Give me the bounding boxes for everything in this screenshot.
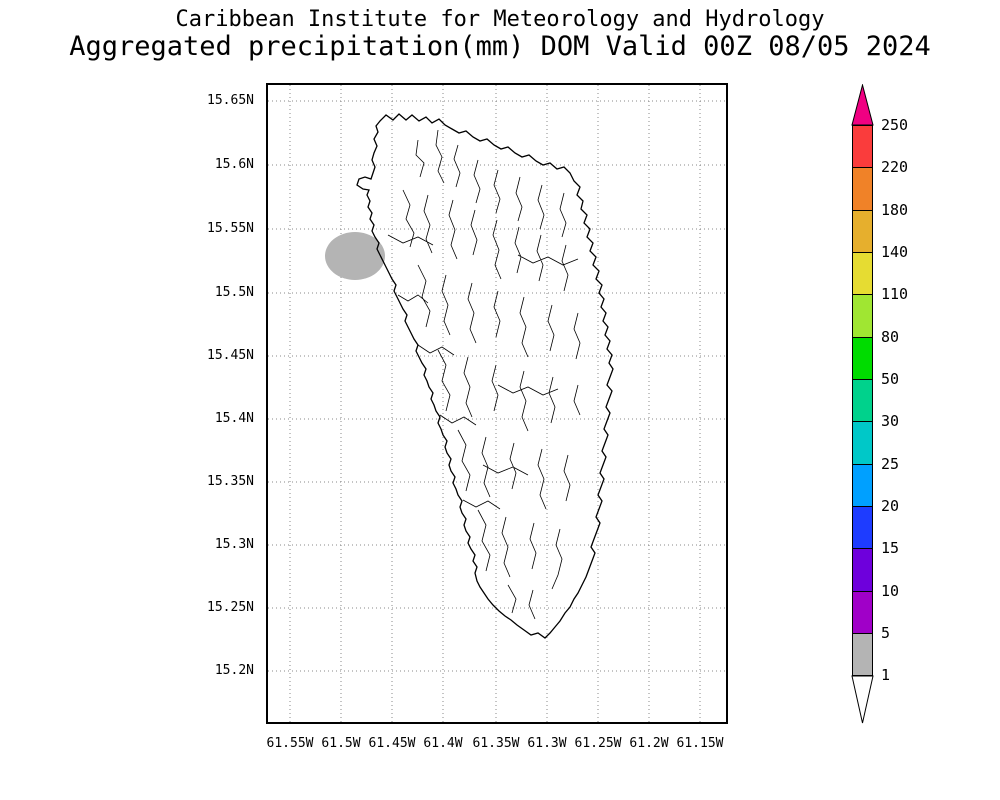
chart-title: Aggregated precipitation(mm) DOM Valid 0… xyxy=(69,31,931,62)
colorbar-arrow-up xyxy=(851,84,874,126)
lat-tick-label: 15.4N xyxy=(214,411,254,426)
lat-tick-label: 15.45N xyxy=(207,348,254,363)
colorbar-segment xyxy=(852,252,873,295)
lon-tick-label: 61.4W xyxy=(423,736,463,751)
colorbar-segment xyxy=(852,294,873,338)
gridlines xyxy=(268,85,726,722)
lon-tick-label: 61.45W xyxy=(368,736,416,751)
colorbar-tick-label: 10 xyxy=(881,582,900,600)
dominica-island-fill xyxy=(357,114,613,638)
dominica-coastline xyxy=(356,113,614,639)
lon-tick-label: 61.2W xyxy=(629,736,669,751)
lat-tick-label: 15.55N xyxy=(207,221,254,236)
watershed-river-network xyxy=(387,129,581,620)
colorbar-tick-label: 25 xyxy=(881,455,900,473)
colorbar-tick-label: 30 xyxy=(881,412,900,430)
dominica-map-svg xyxy=(268,85,726,722)
precipitation-shaded-blob xyxy=(325,232,385,280)
colorbar-tick-label: 80 xyxy=(881,328,900,346)
colorbar-tick-label: 180 xyxy=(881,201,909,219)
colorbar-segment xyxy=(852,337,873,380)
lat-tick-label: 15.65N xyxy=(207,93,254,108)
colorbar-tick-label: 5 xyxy=(881,624,891,642)
lat-tick-label: 15.25N xyxy=(207,600,254,615)
colorbar-tick-label: 50 xyxy=(881,370,900,388)
colorbar-arrow-down xyxy=(851,675,874,724)
lon-tick-label: 61.5W xyxy=(321,736,361,751)
colorbar-segment xyxy=(852,506,873,549)
lon-tick-label: 61.3W xyxy=(527,736,567,751)
colorbar-tick-label: 220 xyxy=(881,158,909,176)
lat-tick-label: 15.6N xyxy=(214,157,254,172)
colorbar-segment xyxy=(852,379,873,422)
lon-tick-label: 61.35W xyxy=(472,736,520,751)
lat-tick-label: 15.35N xyxy=(207,474,254,489)
institute-title: Caribbean Institute for Meteorology and … xyxy=(175,7,825,32)
colorbar-segment xyxy=(852,548,873,592)
colorbar-tick-label: 1 xyxy=(881,666,891,684)
colorbar-segment xyxy=(852,125,873,168)
colorbar-segment xyxy=(852,633,873,676)
lon-tick-label: 61.25W xyxy=(574,736,622,751)
colorbar-segment xyxy=(852,210,873,253)
lat-tick-label: 15.5N xyxy=(214,285,254,300)
colorbar-tick-label: 140 xyxy=(881,243,909,261)
lat-tick-label: 15.3N xyxy=(214,537,254,552)
colorbar-segment xyxy=(852,421,873,465)
colorbar-tick-label: 20 xyxy=(881,497,900,515)
lat-tick-label: 15.2N xyxy=(214,663,254,678)
colorbar-segment xyxy=(852,167,873,211)
lon-tick-label: 61.55W xyxy=(266,736,314,751)
colorbar-tick-label: 110 xyxy=(881,285,909,303)
colorbar-tick-label: 250 xyxy=(881,116,909,134)
lon-tick-label: 61.15W xyxy=(676,736,724,751)
colorbar-segment xyxy=(852,464,873,507)
colorbar-segment xyxy=(852,591,873,634)
map-plot-frame xyxy=(266,83,728,724)
colorbar-tick-label: 15 xyxy=(881,539,900,557)
